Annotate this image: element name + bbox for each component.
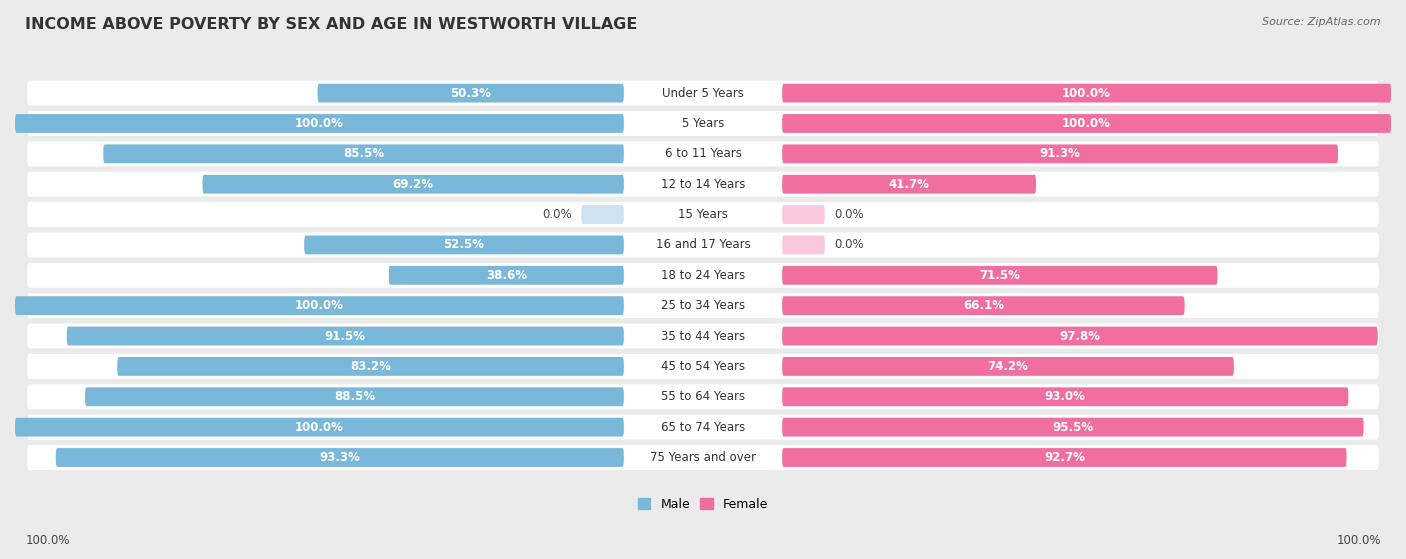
Text: 91.3%: 91.3% bbox=[1039, 148, 1081, 160]
Text: 100.0%: 100.0% bbox=[25, 534, 70, 547]
Text: 66.1%: 66.1% bbox=[963, 299, 1004, 312]
FancyBboxPatch shape bbox=[27, 354, 1379, 379]
FancyBboxPatch shape bbox=[782, 144, 1339, 163]
FancyBboxPatch shape bbox=[27, 202, 1379, 227]
Text: 65 to 74 Years: 65 to 74 Years bbox=[661, 420, 745, 434]
Text: Under 5 Years: Under 5 Years bbox=[662, 87, 744, 100]
FancyBboxPatch shape bbox=[782, 326, 1378, 345]
Text: 0.0%: 0.0% bbox=[834, 239, 863, 252]
FancyBboxPatch shape bbox=[389, 266, 624, 285]
Text: 18 to 24 Years: 18 to 24 Years bbox=[661, 269, 745, 282]
Text: 100.0%: 100.0% bbox=[1336, 534, 1381, 547]
Text: 88.5%: 88.5% bbox=[333, 390, 375, 403]
Text: 85.5%: 85.5% bbox=[343, 148, 384, 160]
Text: 74.2%: 74.2% bbox=[987, 360, 1028, 373]
FancyBboxPatch shape bbox=[66, 326, 624, 345]
Text: 25 to 34 Years: 25 to 34 Years bbox=[661, 299, 745, 312]
FancyBboxPatch shape bbox=[782, 448, 1347, 467]
Text: 95.5%: 95.5% bbox=[1052, 420, 1094, 434]
FancyBboxPatch shape bbox=[782, 296, 1185, 315]
FancyBboxPatch shape bbox=[782, 357, 1234, 376]
Legend: Male, Female: Male, Female bbox=[633, 493, 773, 516]
FancyBboxPatch shape bbox=[782, 387, 1348, 406]
Text: 0.0%: 0.0% bbox=[834, 208, 863, 221]
Text: 6 to 11 Years: 6 to 11 Years bbox=[665, 148, 741, 160]
Text: 100.0%: 100.0% bbox=[295, 299, 344, 312]
FancyBboxPatch shape bbox=[27, 111, 1379, 136]
FancyBboxPatch shape bbox=[27, 80, 1379, 106]
Text: INCOME ABOVE POVERTY BY SEX AND AGE IN WESTWORTH VILLAGE: INCOME ABOVE POVERTY BY SEX AND AGE IN W… bbox=[25, 17, 638, 32]
FancyBboxPatch shape bbox=[27, 293, 1379, 318]
Text: 35 to 44 Years: 35 to 44 Years bbox=[661, 330, 745, 343]
Text: 92.7%: 92.7% bbox=[1043, 451, 1085, 464]
FancyBboxPatch shape bbox=[15, 114, 624, 133]
FancyBboxPatch shape bbox=[27, 141, 1379, 166]
Text: 97.8%: 97.8% bbox=[1059, 330, 1101, 343]
Text: 5 Years: 5 Years bbox=[682, 117, 724, 130]
FancyBboxPatch shape bbox=[27, 324, 1379, 348]
FancyBboxPatch shape bbox=[304, 235, 624, 254]
Text: 100.0%: 100.0% bbox=[295, 117, 344, 130]
Text: 16 and 17 Years: 16 and 17 Years bbox=[655, 239, 751, 252]
Text: 93.3%: 93.3% bbox=[319, 451, 360, 464]
Text: 55 to 64 Years: 55 to 64 Years bbox=[661, 390, 745, 403]
FancyBboxPatch shape bbox=[27, 233, 1379, 257]
Text: 100.0%: 100.0% bbox=[1062, 117, 1111, 130]
Text: 71.5%: 71.5% bbox=[980, 269, 1021, 282]
FancyBboxPatch shape bbox=[782, 175, 1036, 193]
Text: 12 to 14 Years: 12 to 14 Years bbox=[661, 178, 745, 191]
Text: 0.0%: 0.0% bbox=[543, 208, 572, 221]
FancyBboxPatch shape bbox=[27, 385, 1379, 409]
Text: 15 Years: 15 Years bbox=[678, 208, 728, 221]
FancyBboxPatch shape bbox=[27, 445, 1379, 470]
Text: 93.0%: 93.0% bbox=[1045, 390, 1085, 403]
FancyBboxPatch shape bbox=[103, 144, 624, 163]
Text: 69.2%: 69.2% bbox=[392, 178, 433, 191]
Text: 52.5%: 52.5% bbox=[443, 239, 485, 252]
FancyBboxPatch shape bbox=[782, 266, 1218, 285]
FancyBboxPatch shape bbox=[84, 387, 624, 406]
FancyBboxPatch shape bbox=[782, 114, 1391, 133]
FancyBboxPatch shape bbox=[202, 175, 624, 193]
FancyBboxPatch shape bbox=[782, 84, 1391, 102]
FancyBboxPatch shape bbox=[27, 263, 1379, 288]
FancyBboxPatch shape bbox=[782, 235, 825, 254]
Text: 83.2%: 83.2% bbox=[350, 360, 391, 373]
FancyBboxPatch shape bbox=[581, 205, 624, 224]
FancyBboxPatch shape bbox=[27, 415, 1379, 439]
FancyBboxPatch shape bbox=[56, 448, 624, 467]
FancyBboxPatch shape bbox=[15, 418, 624, 437]
Text: 45 to 54 Years: 45 to 54 Years bbox=[661, 360, 745, 373]
Text: 75 Years and over: 75 Years and over bbox=[650, 451, 756, 464]
Text: 100.0%: 100.0% bbox=[1062, 87, 1111, 100]
Text: 100.0%: 100.0% bbox=[295, 420, 344, 434]
Text: 50.3%: 50.3% bbox=[450, 87, 491, 100]
FancyBboxPatch shape bbox=[782, 418, 1364, 437]
FancyBboxPatch shape bbox=[782, 205, 825, 224]
FancyBboxPatch shape bbox=[318, 84, 624, 102]
Text: 91.5%: 91.5% bbox=[325, 330, 366, 343]
Text: 41.7%: 41.7% bbox=[889, 178, 929, 191]
Text: Source: ZipAtlas.com: Source: ZipAtlas.com bbox=[1263, 17, 1381, 27]
FancyBboxPatch shape bbox=[15, 296, 624, 315]
FancyBboxPatch shape bbox=[117, 357, 624, 376]
FancyBboxPatch shape bbox=[27, 172, 1379, 197]
Text: 38.6%: 38.6% bbox=[486, 269, 527, 282]
